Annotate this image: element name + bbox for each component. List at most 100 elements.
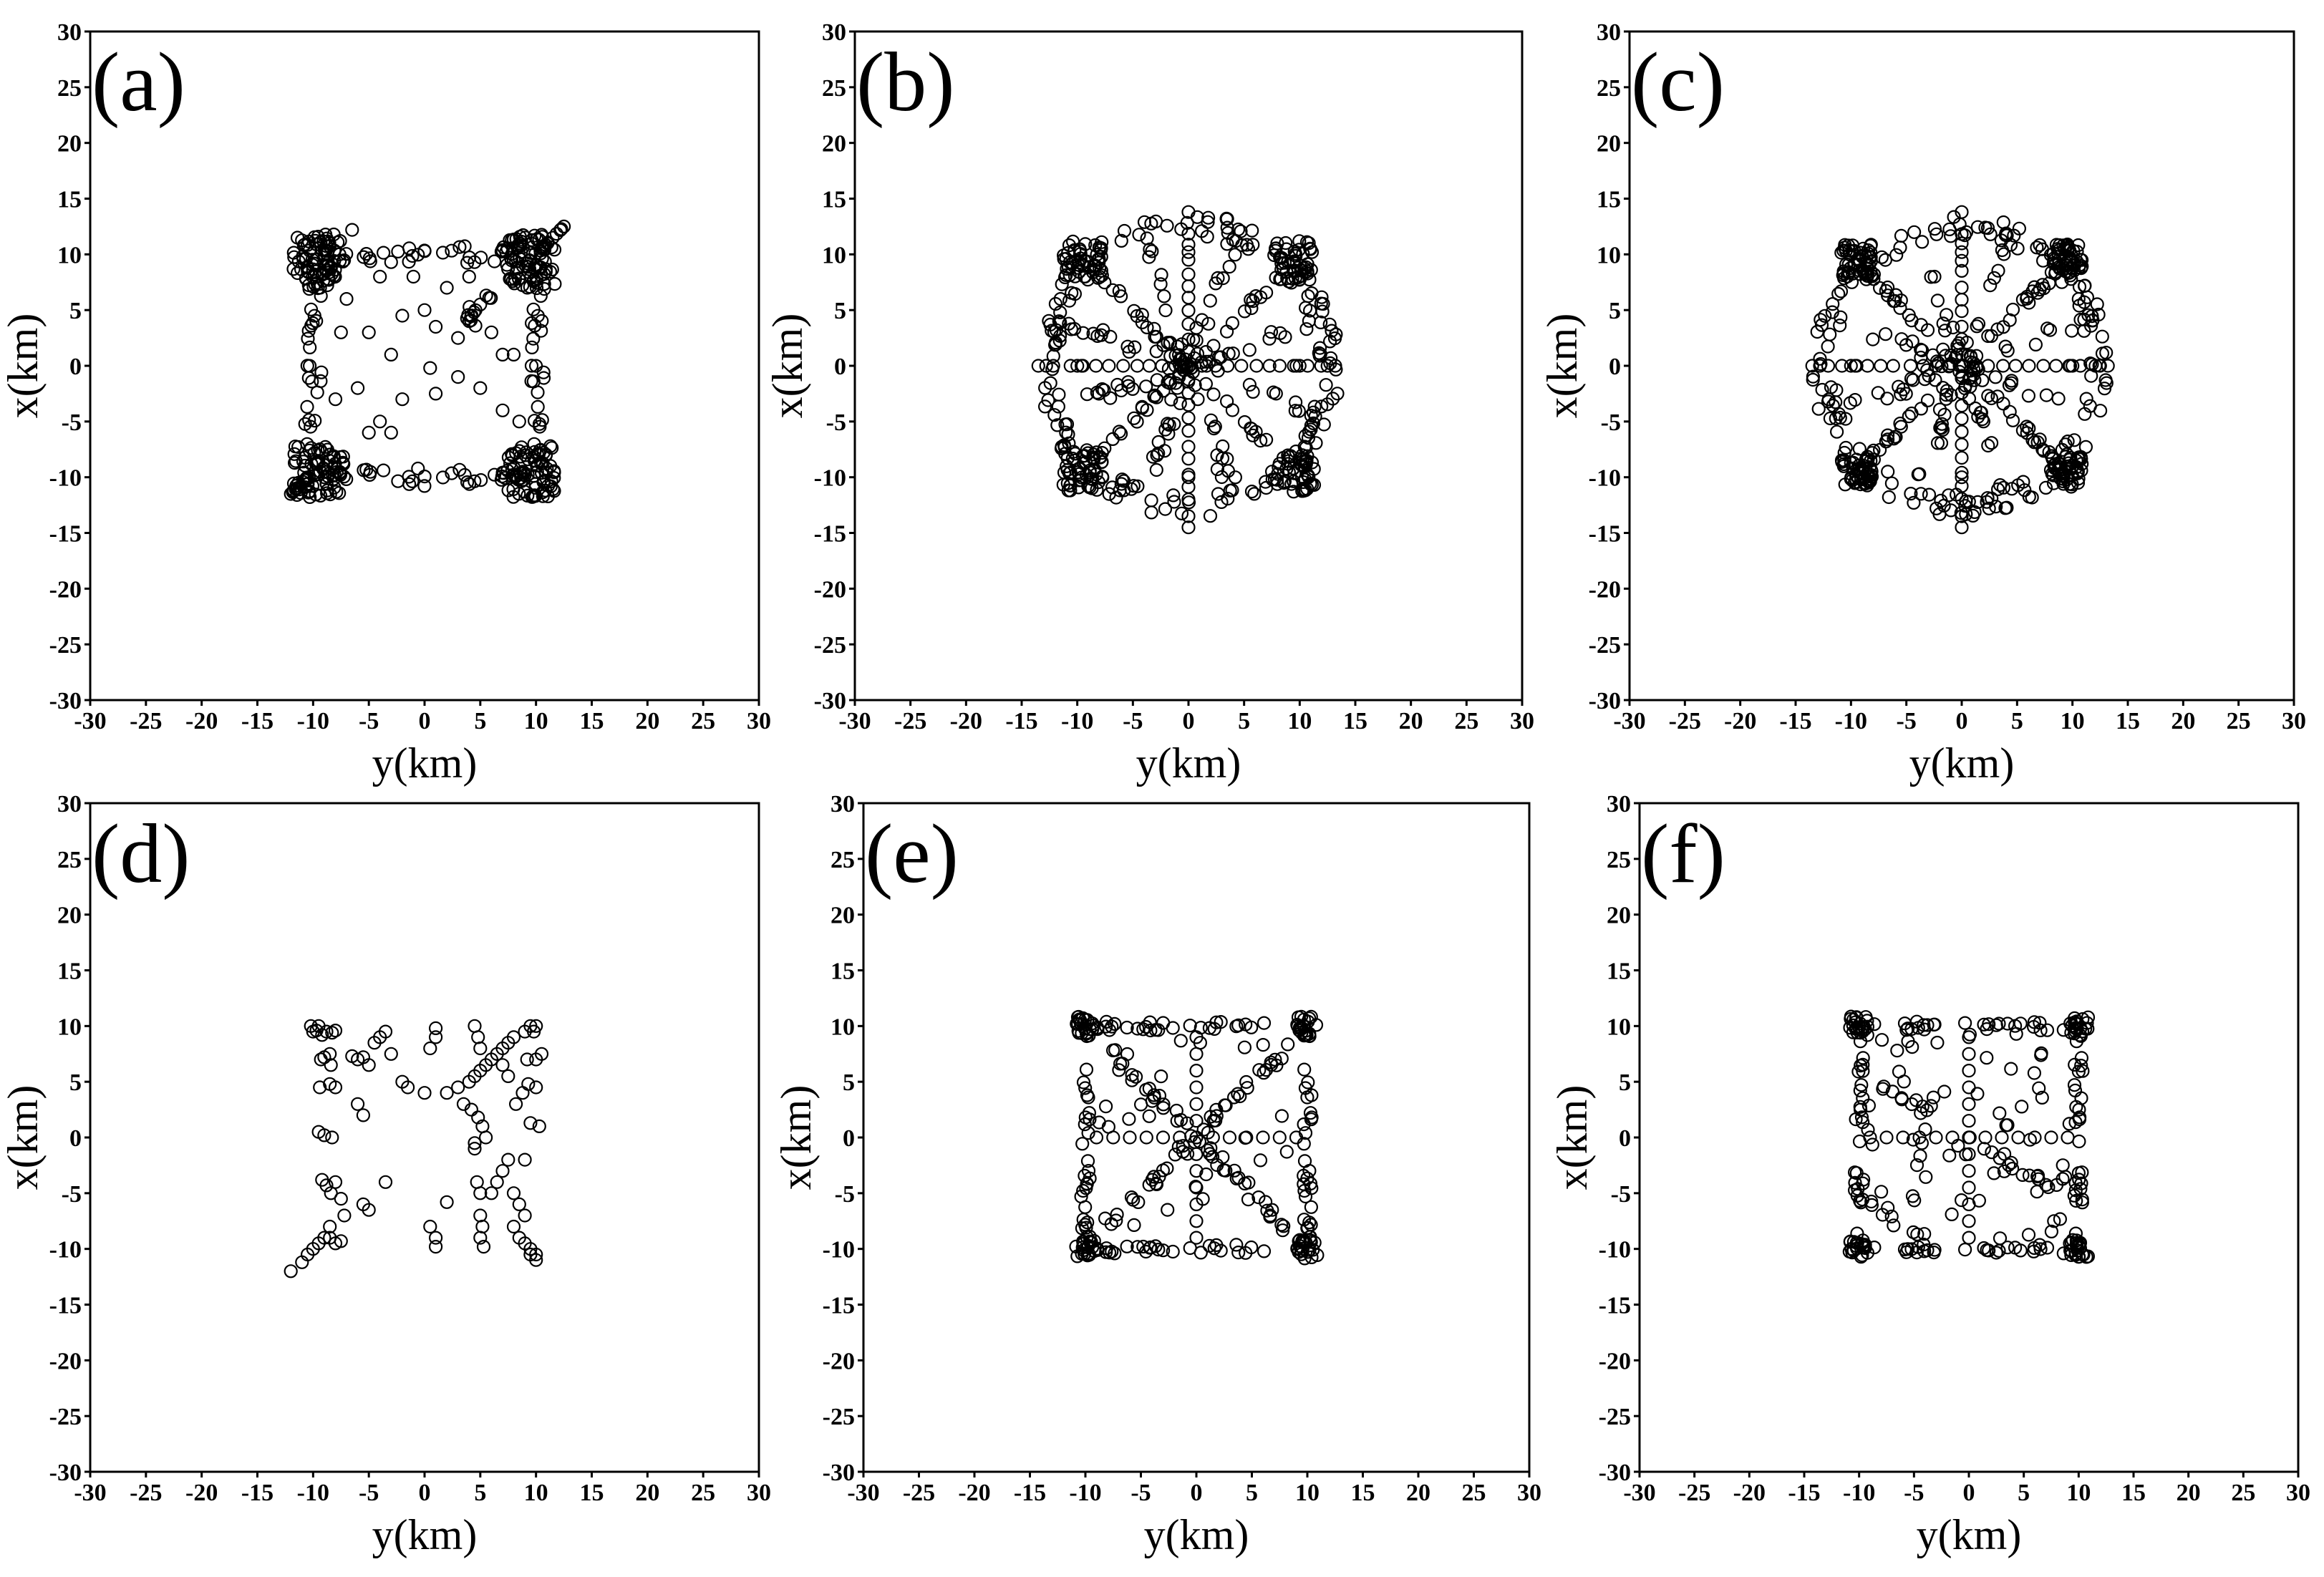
scatter-point (1836, 264, 1851, 278)
scatter-point (1095, 470, 1110, 485)
scatter-point (1955, 479, 1969, 493)
scatter-point (1962, 1231, 1976, 1245)
scatter-point (1279, 265, 1294, 279)
x-tick-label: -20 (185, 708, 218, 734)
scatter-point (507, 276, 522, 291)
scatter-point (2049, 359, 2063, 373)
y-tick-label: 25 (57, 847, 82, 873)
scatter-point (1167, 495, 1181, 509)
scatter-point (1127, 1218, 1141, 1233)
scatter-point (1966, 508, 1980, 523)
panel-d-xlabel: y(km) (372, 1511, 478, 1558)
scatter-point (1972, 1193, 1986, 1208)
scatter-point (1103, 391, 1118, 405)
scatter-point (2065, 324, 2079, 338)
scatter-point (2047, 1214, 2061, 1228)
scatter-point (423, 1219, 437, 1234)
y-tick-label: 30 (831, 791, 855, 817)
scatter-point (2003, 313, 2017, 327)
scatter-point (373, 414, 387, 429)
scatter-point (1945, 1130, 1960, 1145)
scatter-point (1810, 324, 1824, 339)
scatter-point (506, 347, 521, 362)
scatter-point (1851, 1064, 1866, 1079)
scatter-point (1273, 326, 1287, 340)
scatter-point (1257, 1244, 1272, 1258)
scatter-point (1148, 214, 1163, 228)
y-tick-label: -25 (823, 1404, 855, 1430)
scatter-point (1151, 446, 1166, 460)
y-tick-label: -25 (1599, 1404, 1631, 1430)
scatter-point (1183, 357, 1199, 372)
scatter-point (1206, 1113, 1221, 1128)
scatter-point (1324, 351, 1338, 365)
scatter-point (1981, 329, 1995, 344)
scatter-point (2030, 241, 2044, 255)
scatter-point (1987, 271, 2001, 285)
x-tick-label: 10 (1287, 708, 1312, 734)
scatter-point (1092, 1115, 1106, 1130)
scatter-point (1304, 422, 1318, 437)
scatter-point (1041, 393, 1055, 407)
y-tick-label: -20 (1599, 1348, 1631, 1374)
scatter-point (1225, 316, 1240, 330)
scatter-point (298, 417, 312, 431)
scatter-point (2005, 482, 2019, 496)
scatter-point (1930, 354, 1944, 369)
scatter-point (1974, 405, 1988, 420)
scatter-point (1047, 338, 1062, 352)
scatter-point (1927, 1245, 1941, 1260)
scatter-point (1139, 379, 1153, 394)
scatter-point (1120, 1020, 1134, 1035)
scatter-point (1834, 284, 1849, 299)
scatter-point (1292, 359, 1307, 373)
scatter-point (1297, 1183, 1312, 1198)
scatter-point (359, 247, 374, 261)
scatter-point (1203, 293, 1217, 308)
scatter-point (531, 385, 545, 399)
scatter-point (1881, 1200, 1895, 1215)
scatter-point (1871, 386, 1885, 400)
scatter-point (286, 246, 301, 260)
scatter-point (1181, 267, 1196, 281)
scatter-point (1130, 414, 1144, 429)
panel-d-ylabel: x(km) (0, 1085, 47, 1190)
scatter-point (1914, 350, 1928, 365)
y-tick-label: 25 (1607, 847, 1631, 873)
x-tick-label: -20 (1724, 708, 1756, 734)
scatter-point (1047, 408, 1062, 422)
y-tick-label: -15 (814, 521, 846, 548)
scatter-point (473, 381, 488, 395)
scatter-point (1112, 1063, 1126, 1077)
scatter-point (1834, 246, 1849, 260)
scatter-point (1298, 1189, 1313, 1204)
scatter-point (513, 450, 528, 464)
y-tick-label: -5 (826, 409, 846, 436)
scatter-point (530, 458, 544, 473)
scatter-point (2073, 1237, 2087, 1251)
scatter-point (402, 241, 417, 256)
scatter-point (1940, 308, 1954, 322)
scatter-point (1845, 473, 1859, 487)
scatter-point (1181, 226, 1196, 241)
scatter-point (1202, 1238, 1217, 1253)
scatter-point (1173, 396, 1187, 411)
scatter-point (518, 1208, 532, 1223)
scatter-point (460, 256, 475, 270)
scatter-point (328, 392, 343, 407)
scatter-point (1043, 317, 1057, 332)
scatter-point (1194, 224, 1209, 238)
y-tick-label: -25 (1589, 632, 1621, 659)
scatter-point (1970, 1087, 1985, 1101)
scatter-point (1231, 1087, 1245, 1101)
scatter-point (1875, 1208, 1890, 1222)
scatter-point (1244, 1240, 1259, 1255)
scatter-point (1982, 501, 1996, 515)
scatter-point (1926, 1090, 1941, 1105)
scatter-point (1930, 227, 1944, 241)
scatter-point (1963, 349, 1977, 363)
scatter-point (2000, 344, 2015, 358)
scatter-point (1053, 292, 1067, 306)
scatter-point (1195, 313, 1209, 327)
scatter-point (2040, 1241, 2055, 1255)
